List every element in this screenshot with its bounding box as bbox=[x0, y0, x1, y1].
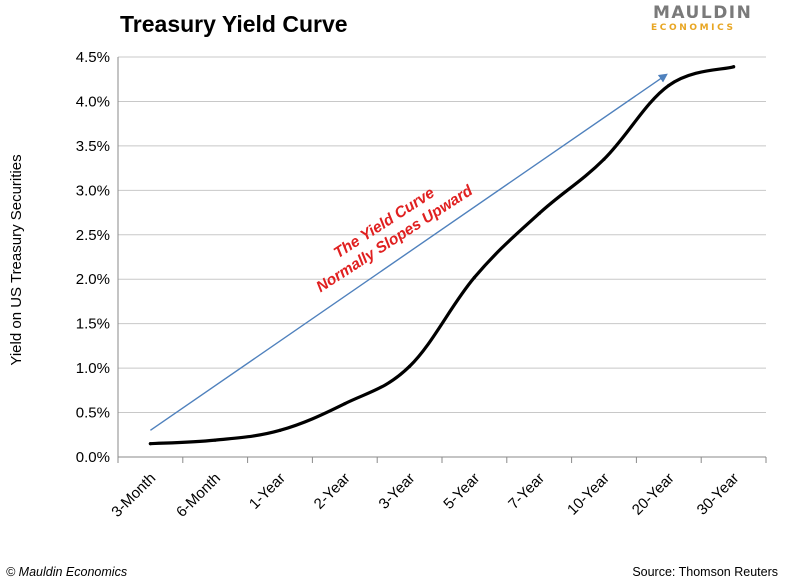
data-point-6-month bbox=[213, 438, 217, 442]
y-tick-label: 3.0% bbox=[76, 182, 110, 199]
source-text: Source: Thomson Reuters bbox=[632, 565, 778, 579]
y-tick-label: 0.0% bbox=[76, 449, 110, 466]
x-tick-label: 3-Year bbox=[376, 470, 419, 513]
x-tick-label: 3-Month bbox=[108, 470, 159, 521]
chart-title: Treasury Yield Curve bbox=[120, 11, 348, 37]
y-tick-label: 3.5% bbox=[76, 138, 110, 155]
x-tick-label: 5-Year bbox=[440, 470, 483, 513]
y-tick-label: 4.5% bbox=[76, 49, 110, 66]
data-point-20-year bbox=[667, 83, 671, 88]
y-tick-label: 4.0% bbox=[76, 93, 110, 110]
y-tick-label: 1.5% bbox=[76, 316, 110, 333]
x-tick-label: 10-Year bbox=[564, 470, 613, 519]
y-tick-labels: 0.0% 0.5% 1.0% 1.5% 2.0% 2.5% 3.0% 3.5% 4.0% 4.5% bbox=[76, 49, 110, 466]
y-tick-label: 0.5% bbox=[76, 405, 110, 422]
data-point-3-year bbox=[408, 364, 412, 368]
x-tick-label: 30-Year bbox=[694, 470, 743, 519]
y-tick-label: 2.5% bbox=[76, 227, 110, 244]
trend-arrow-layer bbox=[150, 73, 668, 431]
y-tick-label: 1.0% bbox=[76, 360, 110, 377]
x-tick-labels: 3-Month 6-Month 1-Year 2-Year 3-Year 5-Year 7-… bbox=[108, 457, 767, 521]
x-tick-label: 6-Month bbox=[173, 470, 224, 521]
data-point-1-year bbox=[278, 428, 282, 432]
data-point-30-year bbox=[732, 65, 736, 69]
data-point-3-month bbox=[148, 442, 152, 446]
data-point-5-year bbox=[472, 275, 476, 280]
logo-name: MAULDIN bbox=[653, 3, 752, 23]
gridlines bbox=[117, 56, 766, 458]
y-tick-label: 2.0% bbox=[76, 271, 110, 288]
x-tick-label: 2-Year bbox=[311, 470, 354, 513]
x-tick-label: 7-Year bbox=[505, 470, 548, 513]
logo-subtitle: ECONOMICS bbox=[651, 23, 736, 33]
slope-annotation: The Yield Curve Normally Slopes Upward bbox=[313, 182, 476, 296]
x-tick-label: 1-Year bbox=[246, 470, 289, 513]
mauldin-logo: MAULDIN ECONOMICS bbox=[651, 3, 752, 33]
data-point-7-year bbox=[537, 211, 541, 216]
series-layer bbox=[148, 65, 736, 446]
trend-arrow bbox=[150, 73, 668, 431]
y-axis-label: Yield on US Treasury Securities bbox=[8, 154, 25, 365]
data-point-2-year bbox=[343, 402, 347, 406]
yield-curve-line bbox=[148, 65, 736, 446]
x-tick-label: 20-Year bbox=[629, 470, 678, 519]
copyright-text: © Mauldin Economics bbox=[6, 565, 127, 579]
data-point-10-year bbox=[602, 157, 606, 161]
